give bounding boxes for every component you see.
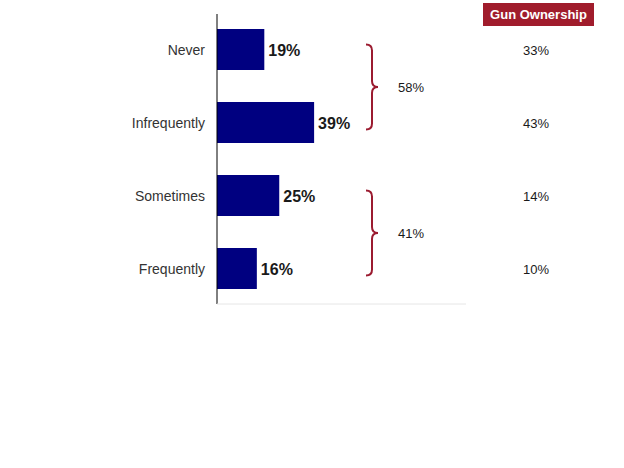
bar [217, 175, 279, 216]
bracket-label: 41% [398, 226, 424, 241]
bar [217, 29, 264, 70]
bracket [366, 191, 378, 276]
side-header: Gun Ownership [490, 7, 587, 22]
side-value: 10% [523, 262, 549, 277]
data-label: 39% [318, 115, 350, 132]
y-axis [217, 14, 218, 304]
bars [217, 29, 314, 289]
side-value: 43% [523, 116, 549, 131]
bracket-label: 58% [398, 80, 424, 95]
chart: Never Infrequently Sometimes Frequently 19% 3… [0, 0, 624, 468]
data-label: 16% [261, 261, 293, 278]
bracket [366, 45, 378, 130]
bar [217, 248, 257, 289]
x-axis [217, 304, 466, 305]
side-header-box [483, 3, 594, 26]
bar [217, 102, 314, 143]
category-label: Sometimes [135, 188, 205, 204]
category-label: Frequently [139, 261, 205, 277]
data-label: 19% [268, 42, 300, 59]
category-label: Never [168, 42, 206, 58]
side-value: 14% [523, 189, 549, 204]
side-value: 33% [523, 43, 549, 58]
category-label: Infrequently [132, 115, 205, 131]
data-label: 25% [283, 188, 315, 205]
